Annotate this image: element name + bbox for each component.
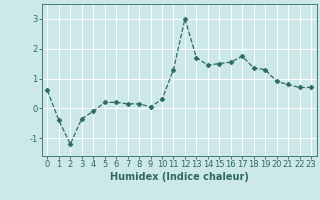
X-axis label: Humidex (Indice chaleur): Humidex (Indice chaleur) (110, 172, 249, 182)
